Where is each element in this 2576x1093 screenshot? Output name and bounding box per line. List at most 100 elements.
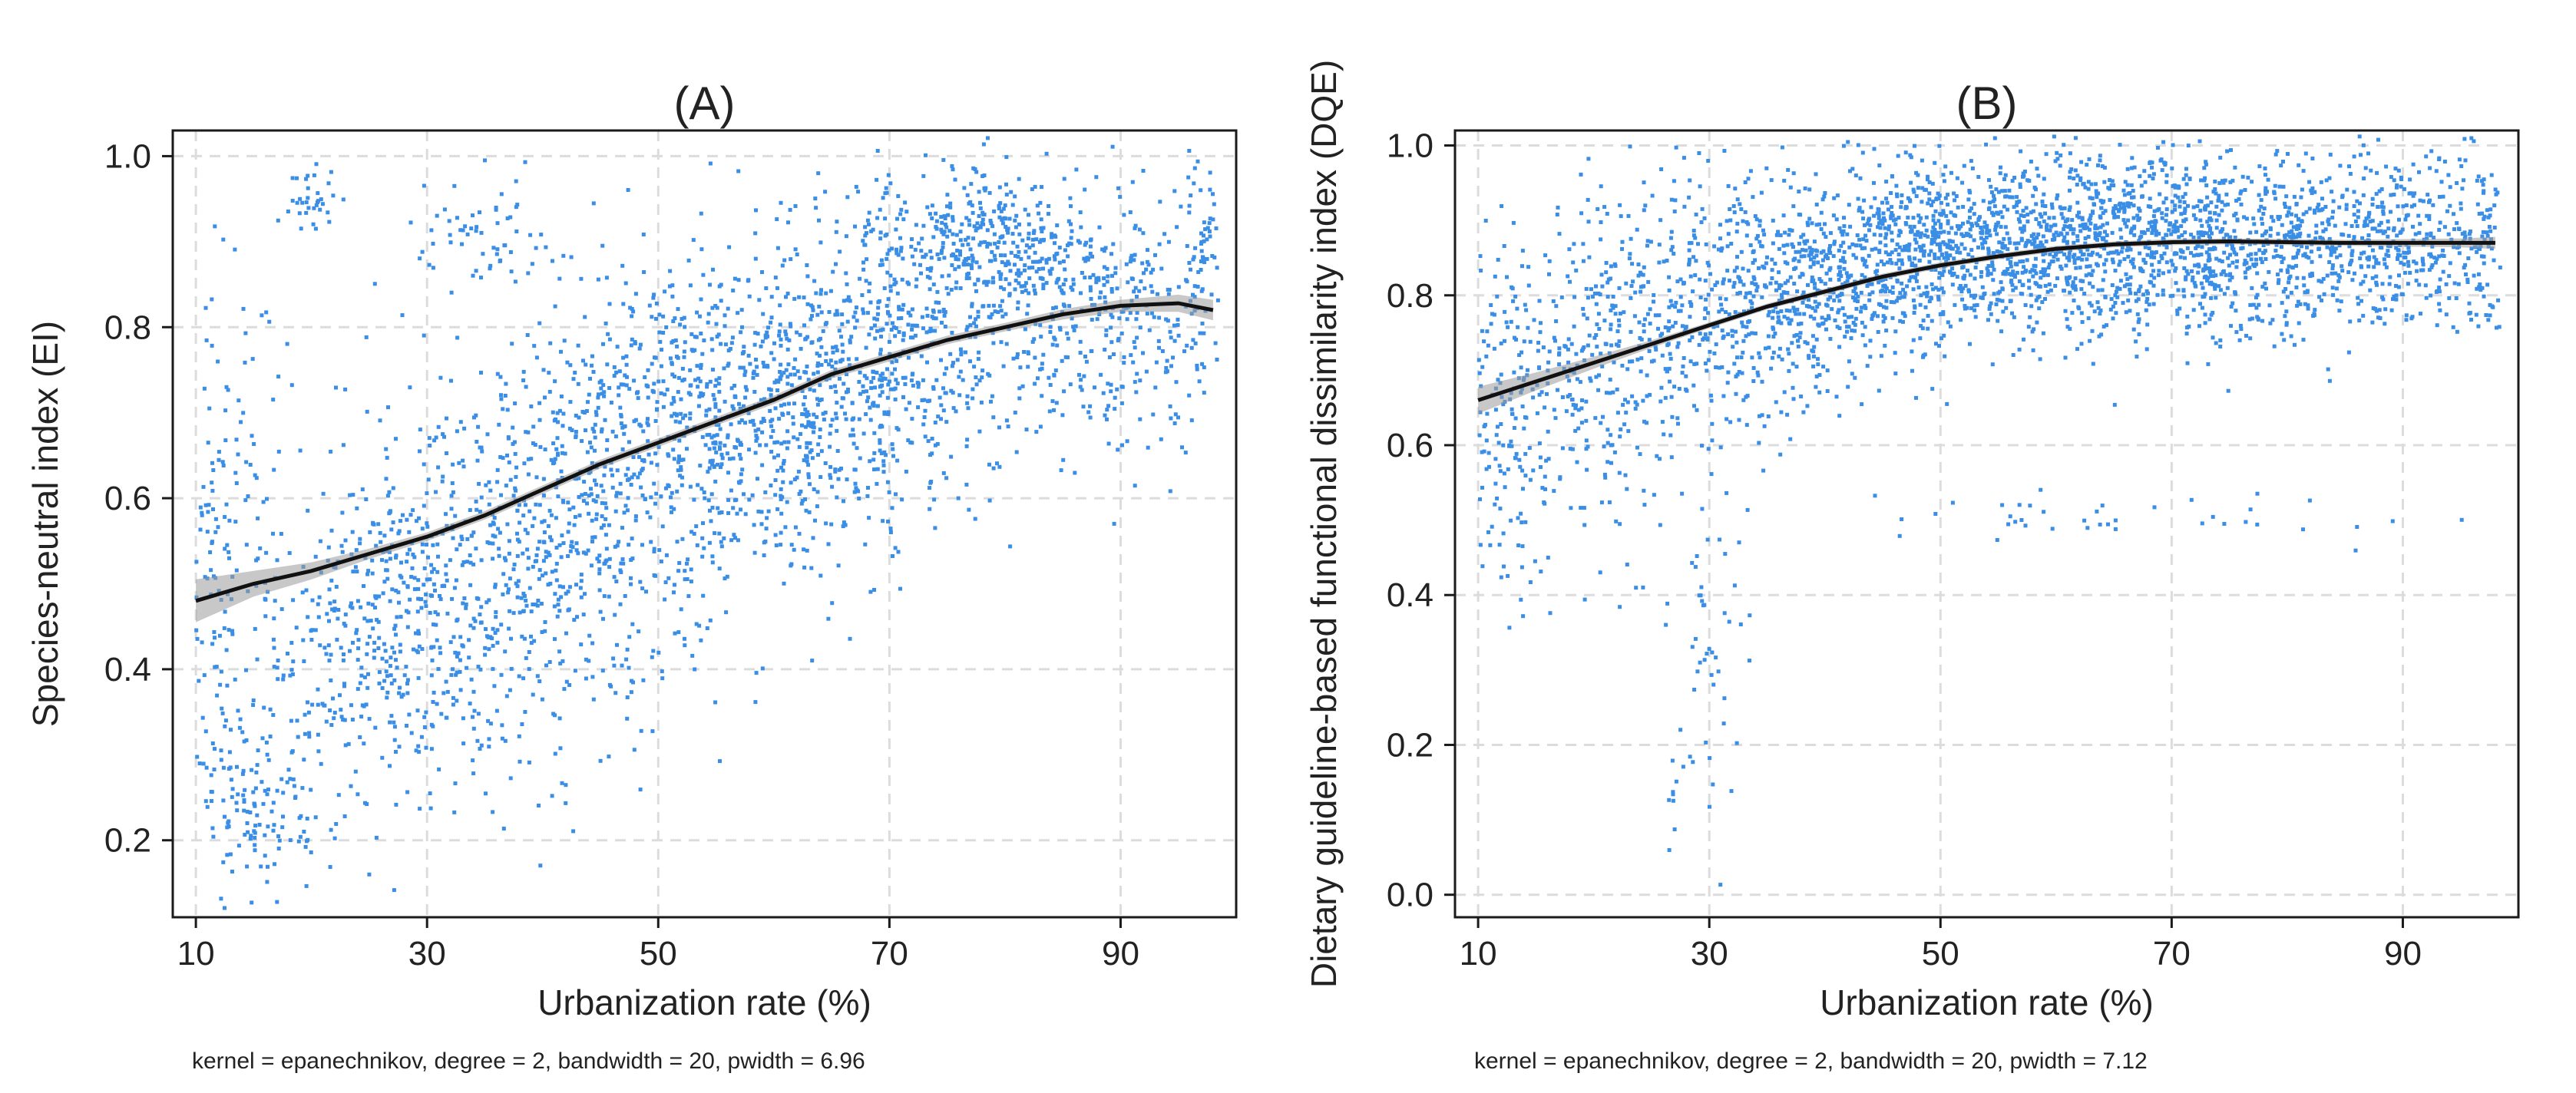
scatter-point <box>1799 395 1804 398</box>
scatter-point <box>339 708 343 712</box>
scatter-point <box>493 534 498 539</box>
scatter-point <box>1712 244 1717 249</box>
scatter-point <box>792 477 797 481</box>
scatter-point <box>1853 173 1858 178</box>
scatter-point <box>779 441 784 446</box>
scatter-point <box>223 609 227 614</box>
scatter-point <box>296 839 301 844</box>
scatter-point <box>1804 304 1809 309</box>
scatter-point <box>1754 236 1759 241</box>
scatter-point <box>693 378 698 382</box>
scatter-point <box>726 435 730 440</box>
scatter-point <box>510 342 514 346</box>
scatter-point <box>233 677 237 682</box>
scatter-point <box>615 642 619 647</box>
scatter-point <box>1571 402 1576 407</box>
scatter-point <box>871 369 875 374</box>
scatter-point <box>676 390 680 395</box>
scatter-point <box>898 236 902 240</box>
scatter-point <box>727 245 732 249</box>
scatter-point <box>329 578 334 583</box>
scatter-point <box>438 594 441 598</box>
scatter-point <box>1872 233 1877 237</box>
scatter-point <box>425 577 429 582</box>
scatter-point <box>236 398 241 403</box>
scatter-point <box>746 353 751 358</box>
scatter-point <box>1057 260 1062 265</box>
scatter-point <box>885 322 889 326</box>
scatter-point <box>1766 414 1771 418</box>
scatter-point <box>1824 235 1828 239</box>
scatter-point <box>300 786 305 791</box>
scatter-point <box>488 541 492 546</box>
scatter-point <box>1650 359 1654 364</box>
scatter-point <box>2012 241 2017 246</box>
scatter-point <box>1607 500 1612 504</box>
scatter-point <box>818 475 823 479</box>
scatter-point <box>1581 259 1586 263</box>
scatter-point <box>298 448 303 453</box>
scatter-point <box>1880 200 1884 205</box>
scatter-point <box>1103 295 1107 299</box>
scatter-point <box>1814 375 1819 378</box>
scatter-point <box>405 682 409 686</box>
scatter-point <box>341 658 346 662</box>
scatter-point <box>1867 298 1872 302</box>
scatter-point <box>1732 583 1737 588</box>
scatter-point <box>1037 239 1042 244</box>
scatter-point <box>906 355 911 360</box>
scatter-point <box>627 477 631 481</box>
scatter-point <box>683 413 687 418</box>
scatter-point <box>1048 325 1053 329</box>
scatter-point <box>227 750 232 755</box>
scatter-point <box>853 224 857 229</box>
scatter-point <box>1497 543 1502 547</box>
scatter-point <box>810 659 815 663</box>
scatter-point <box>1701 336 1706 341</box>
scatter-point <box>514 179 518 183</box>
scatter-point <box>701 521 705 526</box>
scatter-point <box>1509 518 1513 523</box>
scatter-point <box>234 568 239 573</box>
scatter-point <box>819 288 823 292</box>
scatter-point <box>1943 242 1947 246</box>
scatter-point <box>597 560 601 563</box>
scatter-point <box>1482 449 1486 454</box>
scatter-point <box>473 619 478 623</box>
scatter-point <box>418 597 423 602</box>
scatter-point <box>1191 292 1195 297</box>
scatter-point <box>802 395 807 399</box>
scatter-point <box>981 222 986 226</box>
scatter-point <box>867 222 871 226</box>
scatter-point <box>1741 324 1745 329</box>
scatter-point <box>342 718 347 722</box>
scatter-point <box>373 725 378 730</box>
scatter-point <box>896 550 901 554</box>
scatter-point <box>1837 293 1842 298</box>
scatter-point <box>452 586 457 590</box>
scatter-point <box>875 177 879 182</box>
scatter-point <box>1754 217 1759 222</box>
scatter-point <box>1025 312 1030 316</box>
scatter-point <box>546 523 551 528</box>
scatter-point <box>1724 297 1728 302</box>
scatter-point <box>1911 338 1916 342</box>
scatter-point <box>1771 315 1775 320</box>
scatter-point <box>982 213 987 216</box>
scatter-point <box>1633 400 1638 405</box>
scatter-point <box>537 568 542 573</box>
scatter-point <box>783 525 788 530</box>
scatter-point <box>930 315 934 319</box>
scatter-point <box>1133 286 1138 290</box>
scatter-point <box>1088 252 1093 256</box>
scatter-point <box>367 635 372 639</box>
scatter-point <box>561 451 564 455</box>
scatter-point <box>619 414 623 419</box>
scatter-point <box>465 665 469 670</box>
scatter-point <box>547 553 552 557</box>
scatter-point <box>1039 226 1043 230</box>
scatter-point <box>1149 270 1153 275</box>
scatter-point <box>1734 340 1739 345</box>
scatter-point <box>1502 564 1506 569</box>
scatter-point <box>420 647 425 651</box>
